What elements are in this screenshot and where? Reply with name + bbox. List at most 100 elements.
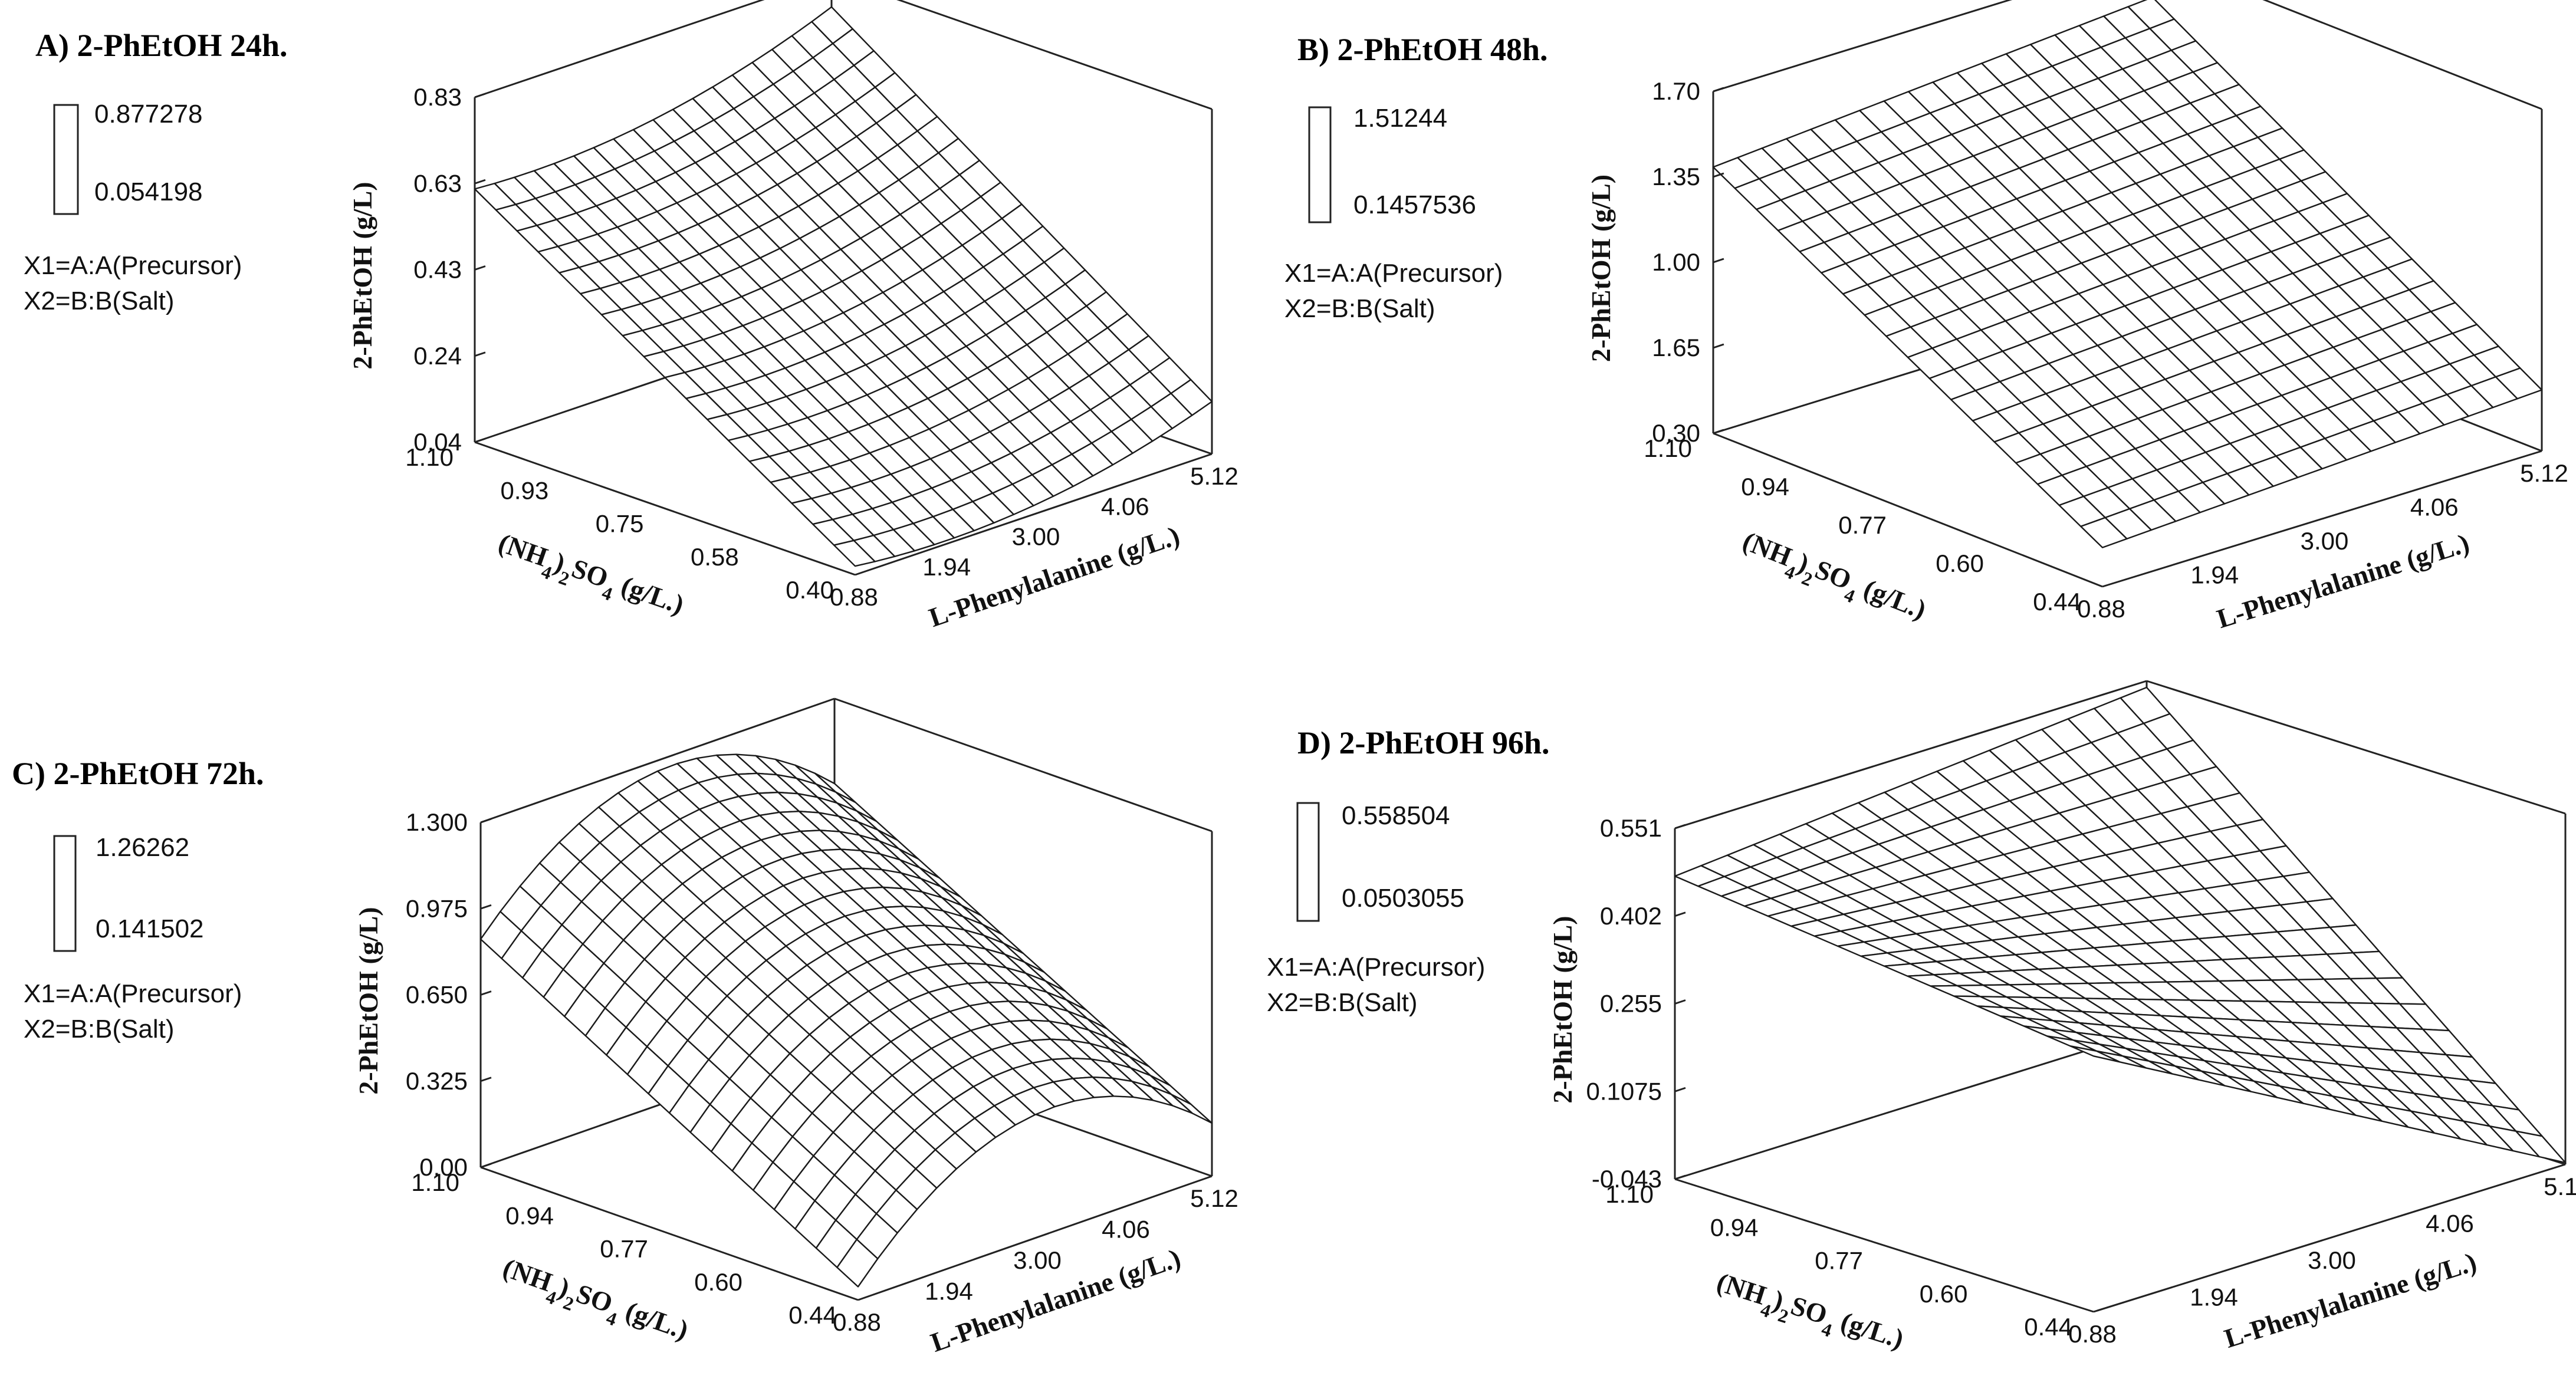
box-edge: [2093, 1163, 2566, 1313]
z-tick-label: 1.00: [1652, 248, 1700, 276]
y-axis-title: (NH4)2SO4 (g/L.): [1736, 526, 1930, 633]
z-tick-mark: [1674, 999, 1686, 1005]
box-edge: [474, 441, 856, 576]
y-tick-label: 0.44: [2033, 588, 2081, 615]
z-tick-label: 0.24: [413, 342, 462, 370]
z-tick-mark: [474, 351, 486, 357]
x-tick-label: 1.94: [922, 553, 971, 581]
box-edge: [474, 0, 765, 98]
panel-a: A) 2-PhEtOH 24h. 0.877278 0.054198 X1=A:A(P…: [24, 0, 1238, 633]
y-tick-label: 0.94: [505, 1202, 554, 1229]
z-tick-mark: [480, 1163, 492, 1169]
z-tick-label: 0.83: [413, 83, 462, 111]
z-tick-label: 0.00: [419, 1153, 468, 1181]
box-edge: [2262, 0, 2542, 110]
z-tick-label: 0.255: [1600, 990, 1662, 1018]
legend-x2: X2=B:B(Salt): [24, 1015, 175, 1044]
surface-cell: [836, 1239, 879, 1288]
surface-mesh: [1712, 0, 2543, 548]
z-axis-title: 2-PhEtOH (g/L): [1547, 916, 1578, 1103]
x-tick-label: 0.88: [833, 1308, 881, 1336]
legend-color-box: [1296, 802, 1320, 922]
z-tick-mark: [1674, 824, 1686, 830]
surface-cell: [833, 539, 876, 567]
y-tick-label: 0.58: [691, 543, 739, 571]
x-tick-label: 5.12: [1190, 462, 1238, 490]
y-tick-label: 1.10: [405, 443, 454, 471]
panel-title: B) 2-PhEtOH 48h.: [1297, 32, 1548, 67]
x-tick-label: 4.06: [2426, 1210, 2474, 1237]
x-tick-label: 5.12: [1190, 1184, 1238, 1212]
z-tick-label: 0.30: [1652, 419, 1700, 447]
y-axis-title: (NH4)2SO4 (g/L.): [1711, 1267, 1908, 1362]
surface-cell: [1170, 1094, 1213, 1124]
x-tick-label: 0.88: [830, 583, 878, 611]
surface-cell: [2080, 516, 2128, 548]
z-tick-label: 0.43: [413, 256, 462, 284]
y-tick-label: 0.77: [600, 1235, 648, 1263]
z-tick-mark: [474, 93, 486, 98]
z-tick-mark: [1713, 172, 1724, 178]
legend-max: 1.51244: [1353, 104, 1447, 133]
y-axis-title: (NH4)2SO4 (g/L.): [496, 1252, 692, 1354]
legend-min: 0.0503055: [1342, 884, 1464, 913]
legend-x2: X2=B:B(Salt): [1267, 988, 1418, 1017]
legend-x2: X2=B:B(Salt): [24, 287, 175, 315]
x-tick-label: 5.12: [2520, 459, 2568, 487]
z-tick-mark: [1713, 429, 1724, 435]
box-edge: [834, 697, 1213, 832]
z-tick-mark: [1713, 258, 1724, 264]
z-tick-label: 1.65: [1652, 334, 1700, 361]
surface-mesh: [474, 6, 1213, 567]
z-tick-mark: [474, 179, 486, 185]
box-edge: [1674, 1178, 2094, 1313]
y-axis-title: (NH4)2SO4 (g/L.): [492, 528, 688, 628]
box-edge: [2102, 450, 2542, 588]
z-tick-mark: [1674, 1087, 1686, 1092]
z-tick-mark: [474, 437, 486, 443]
z-tick-label: 1.300: [406, 808, 468, 836]
panel-title: A) 2-PhEtOH 24h.: [35, 28, 288, 63]
z-tick-mark: [1674, 911, 1686, 917]
y-tick-label: 0.60: [1936, 549, 1984, 577]
z-tick-label: 0.551: [1600, 814, 1662, 842]
z-axis-title: 2-PhEtOH (g/L): [1586, 175, 1616, 362]
box-edge: [855, 453, 1213, 576]
panel-title: C) 2-PhEtOH 72h.: [12, 756, 264, 791]
z-tick-mark: [1713, 343, 1724, 349]
z-tick-label: 0.04: [413, 428, 462, 456]
legend-x1: X1=A:A(Precursor): [24, 979, 242, 1008]
z-tick-label: 0.63: [413, 169, 462, 197]
y-tick-label: 1.10: [1605, 1180, 1654, 1208]
y-tick-label: 0.94: [1741, 473, 1789, 501]
x-tick-label: 0.88: [2077, 595, 2125, 623]
box-edge: [1713, 0, 2013, 93]
z-axis-title: 2-PhEtOH (g/L): [347, 182, 377, 369]
legend-color-box: [53, 835, 77, 952]
box-edge: [896, 0, 1213, 110]
z-tick-label: 0.325: [406, 1067, 468, 1095]
legend-x2: X2=B:B(Salt): [1284, 294, 1435, 323]
z-tick-label: -0.043: [1592, 1165, 1662, 1193]
z-tick-label: 1.70: [1652, 77, 1700, 105]
legend-color-box: [53, 104, 79, 215]
surface-mesh: [479, 753, 1213, 1288]
y-tick-label: 0.75: [596, 510, 644, 538]
y-tick-label: 0.77: [1838, 511, 1887, 539]
z-tick-mark: [480, 818, 492, 824]
z-tick-mark: [480, 1077, 492, 1082]
panel-title: D) 2-PhEtOH 96h.: [1297, 725, 1550, 761]
box-edge: [1674, 1031, 2147, 1180]
x-tick-label: 3.00: [1012, 523, 1060, 551]
x-tick-label: 1.94: [2190, 1283, 2238, 1311]
z-tick-label: 0.975: [406, 894, 468, 922]
y-tick-label: 0.60: [694, 1268, 742, 1296]
z-tick-mark: [1713, 87, 1724, 93]
z-tick-mark: [480, 904, 492, 910]
x-tick-label: 0.88: [2068, 1320, 2117, 1348]
box-edge: [2146, 680, 2566, 815]
legend-max: 0.877278: [94, 100, 203, 129]
legend-min: 0.1457536: [1353, 190, 1476, 219]
x-tick-label: 3.00: [1013, 1246, 1062, 1274]
